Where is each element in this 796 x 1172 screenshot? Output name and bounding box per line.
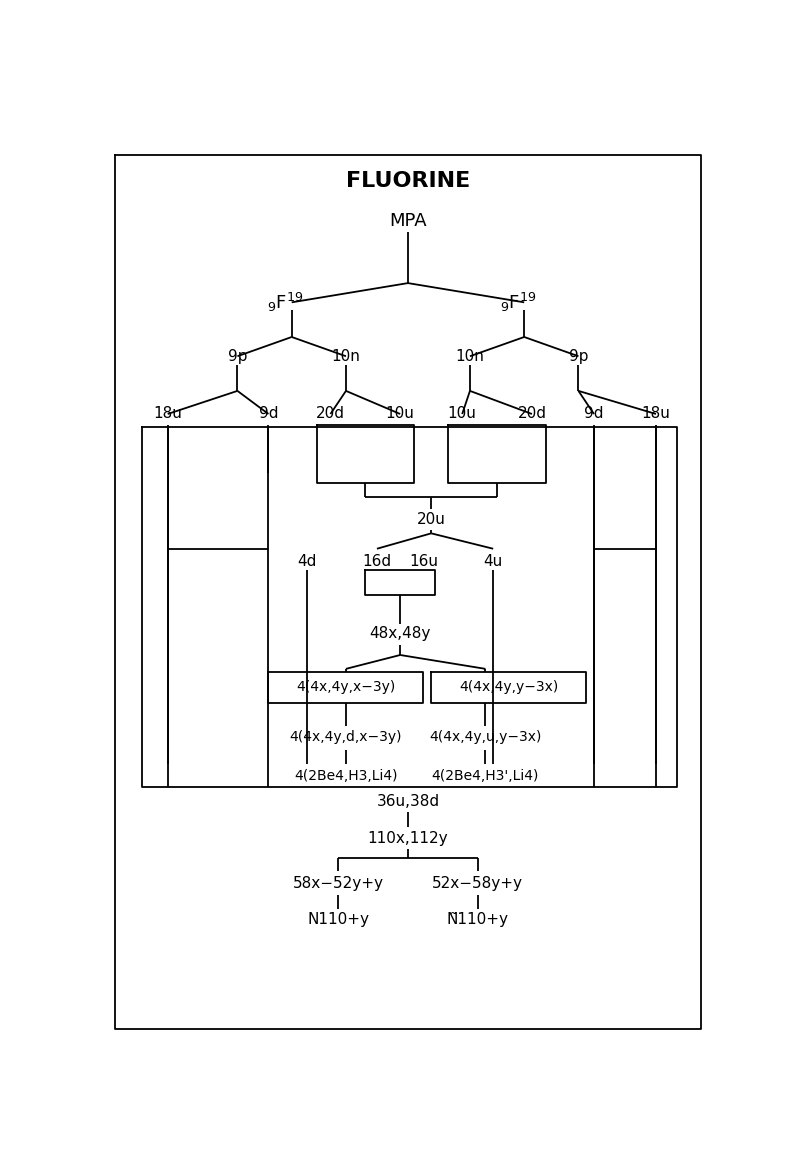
Text: 16u: 16u [409,553,438,568]
Text: 4(2Be4,H3',Li4): 4(2Be4,H3',Li4) [431,769,539,783]
Text: N110+y: N110+y [307,912,369,927]
Text: 110x,112y: 110x,112y [368,831,448,846]
Text: 9p: 9p [228,349,248,363]
Text: 9d: 9d [259,407,278,422]
Text: $_9$F$^{19}$: $_9$F$^{19}$ [500,291,537,314]
Text: 20d: 20d [316,407,345,422]
Text: 18u: 18u [642,407,670,422]
Text: 9p: 9p [568,349,588,363]
Text: 9d: 9d [584,407,603,422]
Text: FLUORINE: FLUORINE [345,171,470,191]
Text: 36u,38d: 36u,38d [377,793,439,809]
Text: Ñ110+y: Ñ110+y [447,912,509,927]
Text: 20d: 20d [517,407,546,422]
Text: 4(4x,4y,d,x−3y): 4(4x,4y,d,x−3y) [290,730,402,744]
Text: 4(4x,4y,x−3y): 4(4x,4y,x−3y) [296,680,396,694]
Text: 52x−58y+y: 52x−58y+y [432,877,523,891]
Text: MPA: MPA [389,212,427,231]
Text: 10u: 10u [448,407,477,422]
Text: $_9$F$^{19}$: $_9$F$^{19}$ [267,291,304,314]
Text: 4u: 4u [484,553,503,568]
Text: 4(4x,4y,y−3x): 4(4x,4y,y−3x) [459,680,558,694]
Text: 58x−52y+y: 58x−52y+y [293,877,384,891]
Text: 48x,48y: 48x,48y [369,626,431,641]
Text: 4(4x,4y,u,y−3x): 4(4x,4y,u,y−3x) [429,730,541,744]
Text: 4(2Be4,H3,Li4): 4(2Be4,H3,Li4) [295,769,398,783]
Text: 18u: 18u [154,407,182,422]
Text: 10n: 10n [455,349,485,363]
Text: 20u: 20u [417,512,446,527]
Text: 4d: 4d [298,553,317,568]
Text: 16d: 16d [362,553,392,568]
Text: 10u: 10u [386,407,415,422]
Text: 10n: 10n [331,349,361,363]
